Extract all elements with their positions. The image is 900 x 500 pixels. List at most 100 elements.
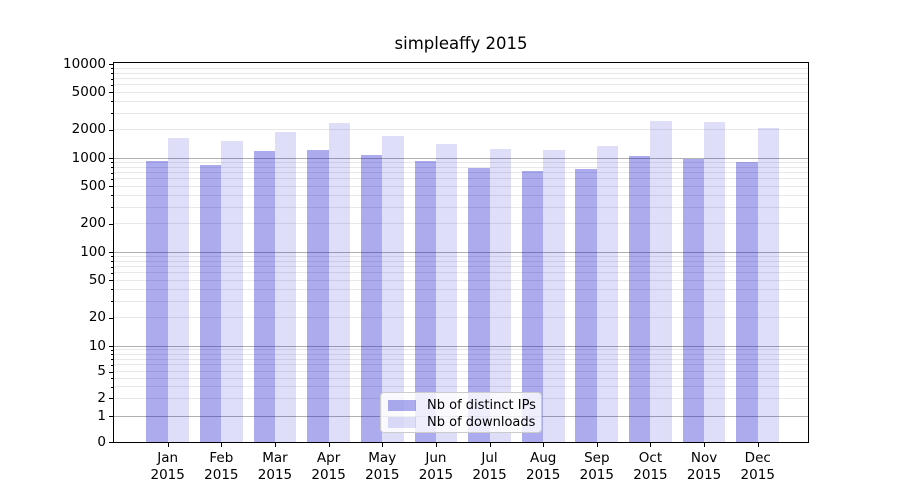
- legend-swatch-distinct-ips: [388, 400, 416, 411]
- y-tick-label: 100: [80, 243, 106, 260]
- y-minor-tick-mark: [111, 289, 113, 291]
- bar-downloads-feb-2015: [221, 140, 243, 442]
- gridline-minor: [114, 353, 808, 355]
- bar-downloads-sep-2015: [596, 146, 619, 442]
- y-tick-mark: [109, 158, 113, 159]
- y-minor-tick-mark: [111, 167, 113, 169]
- x-tick-mark: [543, 443, 545, 447]
- y-tick-mark: [109, 371, 113, 373]
- bar-downloads-nov-2015: [704, 122, 726, 442]
- x-tick-label: Jun 2015: [418, 450, 454, 483]
- y-minor-tick-mark: [111, 162, 113, 164]
- gridline-minor: [114, 84, 808, 86]
- gridline-minor: [114, 206, 808, 208]
- legend-label-downloads: Nb of downloads: [427, 415, 536, 430]
- gridline-minor: [114, 172, 808, 174]
- legend-label-distinct-ips: Nb of distinct IPs: [427, 398, 536, 413]
- y-tick-label: 2000: [71, 121, 106, 138]
- gridline-major: [114, 345, 808, 347]
- x-tick-label: Oct 2015: [633, 450, 668, 483]
- gridline-minor: [114, 349, 808, 351]
- bar-distinct-ips-oct-2015: [629, 155, 651, 442]
- y-tick-mark: [109, 223, 113, 225]
- y-minor-tick-mark: [111, 354, 113, 356]
- bar-distinct-ips-jan-2015: [146, 160, 168, 442]
- plot-area: [113, 62, 809, 443]
- y-tick-mark: [109, 416, 113, 417]
- bar-distinct-ips-jun-2015: [414, 161, 436, 442]
- y-minor-tick-mark: [111, 78, 113, 80]
- bar-distinct-ips-sep-2015: [575, 169, 597, 442]
- y-tick-mark: [109, 64, 113, 65]
- x-tick-label: Nov 2015: [686, 450, 722, 483]
- gridline-minor: [114, 91, 808, 93]
- gridline-minor: [114, 364, 808, 366]
- gridline-minor: [114, 371, 808, 373]
- gridline-minor: [114, 166, 808, 168]
- y-minor-tick-mark: [111, 301, 113, 303]
- bar-distinct-ips-nov-2015: [682, 159, 705, 442]
- y-tick-label: 50: [88, 271, 106, 288]
- x-tick-label: Apr 2015: [311, 450, 346, 483]
- y-minor-tick-mark: [111, 113, 113, 115]
- x-tick-label: Aug 2015: [525, 450, 561, 483]
- bar-distinct-ips-apr-2015: [307, 149, 329, 442]
- x-tick-label: May 2015: [365, 450, 400, 483]
- gridline-minor: [114, 255, 808, 257]
- gridline-major: [114, 251, 808, 253]
- gridline-minor: [114, 358, 808, 360]
- gridline-minor: [114, 260, 808, 262]
- y-tick-mark: [109, 252, 113, 253]
- gridline-minor: [114, 112, 808, 114]
- x-tick-label: Jan 2015: [150, 450, 185, 483]
- gridline-minor: [114, 279, 808, 281]
- gridline-minor: [114, 194, 808, 196]
- gridline-minor: [114, 67, 808, 69]
- gridline-minor: [114, 178, 808, 180]
- bar-distinct-ips-dec-2015: [736, 162, 758, 442]
- y-tick-mark: [109, 129, 113, 131]
- y-minor-tick-mark: [111, 84, 113, 86]
- y-minor-tick-mark: [111, 272, 113, 274]
- x-tick-mark: [650, 443, 652, 447]
- x-tick-mark: [435, 443, 437, 447]
- y-tick-label: 20: [88, 309, 106, 326]
- chart-title: simpleaffy 2015: [394, 34, 528, 53]
- x-tick-mark: [382, 443, 384, 447]
- bar-downloads-aug-2015: [543, 149, 565, 442]
- bar-distinct-ips-feb-2015: [199, 165, 222, 442]
- x-tick-mark: [328, 443, 330, 447]
- y-minor-tick-mark: [111, 207, 113, 209]
- bar-downloads-jun-2015: [435, 143, 458, 442]
- bar-downloads-oct-2015: [650, 121, 672, 442]
- gridline-minor: [114, 185, 808, 187]
- x-tick-label: Dec 2015: [740, 450, 775, 483]
- y-minor-tick-mark: [111, 266, 113, 268]
- x-tick-mark: [489, 443, 491, 447]
- bar-distinct-ips-may-2015: [360, 154, 383, 442]
- y-tick-label: 2: [97, 389, 106, 406]
- y-minor-tick-mark: [111, 261, 113, 263]
- y-tick-label: 5000: [71, 83, 106, 100]
- y-minor-tick-mark: [111, 68, 113, 70]
- y-minor-tick-mark: [111, 256, 113, 258]
- y-tick-mark: [109, 346, 113, 347]
- gridline-minor: [114, 72, 808, 74]
- bar-downloads-apr-2015: [328, 122, 350, 442]
- bar-downloads-jan-2015: [167, 137, 190, 442]
- y-minor-tick-mark: [111, 386, 113, 388]
- bar-distinct-ips-jul-2015: [468, 168, 490, 442]
- y-minor-tick-mark: [111, 378, 113, 380]
- y-minor-tick-mark: [111, 178, 113, 180]
- y-minor-tick-mark: [111, 364, 113, 366]
- x-tick-mark: [274, 443, 276, 447]
- x-tick-label: Feb 2015: [204, 450, 239, 483]
- bar-downloads-may-2015: [382, 136, 404, 442]
- y-tick-label: 10000: [63, 55, 106, 72]
- gridline-minor: [114, 288, 808, 290]
- gridline-minor: [114, 100, 808, 102]
- x-tick-mark: [757, 443, 759, 447]
- x-tick-mark: [221, 443, 223, 447]
- legend: Nb of distinct IPs Nb of downloads: [380, 392, 542, 433]
- bar-downloads-dec-2015: [757, 128, 780, 442]
